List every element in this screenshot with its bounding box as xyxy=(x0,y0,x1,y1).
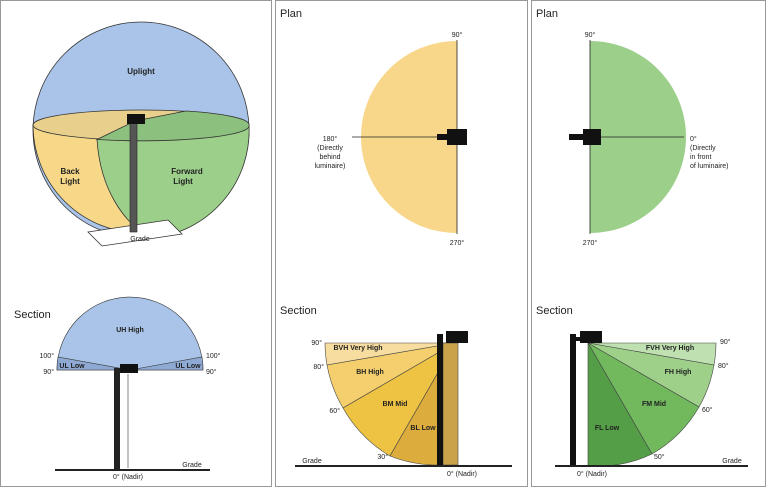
label: Light xyxy=(60,177,80,186)
pole xyxy=(437,334,443,466)
angle-label: 0° xyxy=(690,135,697,143)
angle-label: behind xyxy=(319,154,340,161)
angle-label: in front xyxy=(690,154,711,161)
angle-label: 90° xyxy=(585,31,596,39)
zone-label: BVH Very High xyxy=(333,345,382,352)
grade-label: Grade xyxy=(182,462,202,469)
nadir-label: 0° (Nadir) xyxy=(447,470,477,478)
nadir-label: 0° (Nadir) xyxy=(577,470,607,478)
zone-label: FH High xyxy=(665,369,692,376)
angle-label: 60° xyxy=(702,406,713,414)
angle-label: 100° xyxy=(206,352,221,360)
angle-label: luminaire) xyxy=(315,163,346,170)
pole xyxy=(129,121,138,233)
angle-label: (Directly xyxy=(690,145,716,152)
luminaire-arm xyxy=(569,134,583,140)
section-title: Section xyxy=(280,305,317,317)
angle-label: 60° xyxy=(329,407,340,415)
zone-label: UL Low xyxy=(175,363,201,370)
pole xyxy=(114,368,120,470)
angle-label: 90° xyxy=(206,368,217,376)
angle-label: 30° xyxy=(377,453,388,461)
nadir-label: 0° (Nadir) xyxy=(113,473,143,481)
luminaire xyxy=(127,114,145,124)
angle-label: 90° xyxy=(43,368,54,376)
label: Back xyxy=(60,167,80,176)
zone-label: BM Mid xyxy=(383,401,408,408)
label: Forward xyxy=(171,167,203,176)
pole xyxy=(570,334,576,466)
angle-label: 100° xyxy=(40,352,55,360)
angle-label: 90° xyxy=(452,31,463,39)
label: Grade xyxy=(130,236,150,243)
zone-label: UL Low xyxy=(59,363,85,370)
angle-label: of luminaire) xyxy=(690,163,729,170)
zone-label: BL Low xyxy=(410,425,436,432)
zone-label: FM Mid xyxy=(642,401,666,408)
panel-frame xyxy=(275,0,528,487)
zone-label: UH High xyxy=(116,327,144,334)
angle-label: 50° xyxy=(654,453,665,461)
zone-label: FVH Very High xyxy=(646,345,694,352)
grade-plane xyxy=(87,219,183,247)
section-title: Section xyxy=(14,309,51,321)
luminaire-arm xyxy=(437,134,447,140)
bl-zone-strip xyxy=(442,342,459,466)
plan-title: Plan xyxy=(280,8,302,20)
panel-frame xyxy=(0,0,272,487)
angle-label: (Directly xyxy=(317,145,343,152)
angle-label: 90° xyxy=(311,339,322,347)
angle-label: 80° xyxy=(718,362,729,370)
ul-zone xyxy=(129,356,204,371)
angle-label: 180° xyxy=(323,135,338,143)
angle-label: 80° xyxy=(313,363,324,371)
zone-label: BH High xyxy=(356,369,384,376)
panel-frame xyxy=(531,0,766,487)
ul-zone xyxy=(56,356,131,371)
section-title: Section xyxy=(536,305,573,317)
luminaire xyxy=(120,364,138,373)
label: Light xyxy=(173,177,193,186)
angle-label: 270° xyxy=(450,239,465,247)
zone-label: FL Low xyxy=(595,425,620,432)
luminaire xyxy=(580,331,602,343)
luminaire xyxy=(447,129,467,145)
uh-zone xyxy=(56,296,204,371)
label: Uplight xyxy=(127,67,155,76)
angle-label: 270° xyxy=(583,239,598,247)
luminaire xyxy=(446,331,468,343)
angle-label: 90° xyxy=(720,338,731,346)
grade-label: Grade xyxy=(302,458,322,465)
plan-title: Plan xyxy=(536,8,558,20)
luminaire xyxy=(583,129,601,145)
grade-label: Grade xyxy=(722,458,742,465)
